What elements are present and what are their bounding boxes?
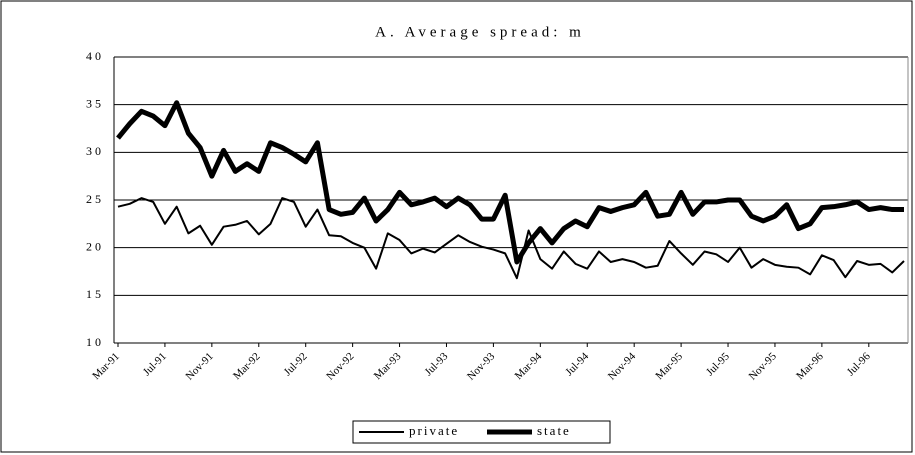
legend-box [352, 420, 611, 444]
y-tick-label: 30 [86, 144, 104, 158]
legend-label: private [409, 423, 459, 438]
y-tick-label: 10 [86, 335, 104, 349]
series-line [117, 197, 905, 280]
chart-title: A. Average spread: m [375, 24, 585, 40]
y-tick-label: 40 [86, 49, 104, 63]
legend-label: state [537, 423, 571, 438]
y-tick-label: 15 [86, 287, 104, 301]
series-line [116, 100, 904, 265]
y-tick-label: 35 [86, 96, 104, 110]
y-tick-label: 25 [86, 192, 104, 206]
y-tick-label: 20 [86, 239, 104, 253]
